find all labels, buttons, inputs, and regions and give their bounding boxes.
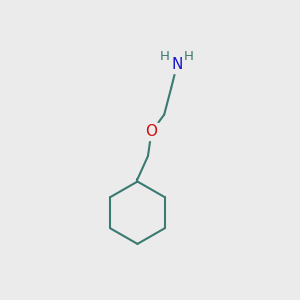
Text: H: H: [184, 50, 194, 63]
Text: H: H: [160, 50, 170, 63]
Text: N: N: [171, 57, 183, 72]
Text: O: O: [146, 124, 158, 140]
